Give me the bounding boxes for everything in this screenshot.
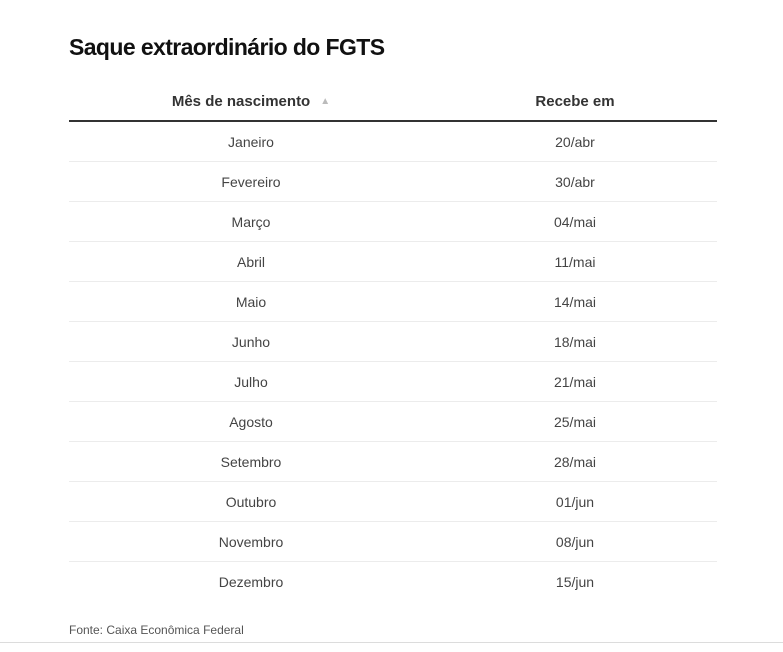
- data-table: Mês de nascimento ▲ Recebe em Janeiro 20/…: [69, 82, 717, 601]
- cell-birth-month: Dezembro: [218, 573, 284, 590]
- sort-ascending-icon: ▲: [320, 95, 331, 107]
- cell-receive-date: 18/mai: [553, 333, 597, 350]
- page-title: Saque extraordinário do FGTS: [69, 34, 385, 60]
- cell-birth-month: Janeiro: [228, 133, 274, 150]
- column-header-receive-date[interactable]: Recebe em: [433, 93, 717, 110]
- table-row: Janeiro 20/abr: [69, 122, 717, 162]
- column-header-label: Recebe em: [535, 92, 615, 110]
- cell-birth-month: Junho: [231, 333, 271, 350]
- cell-receive-date: 25/mai: [553, 413, 597, 430]
- divider: [0, 642, 783, 643]
- cell-birth-month: Setembro: [220, 453, 282, 470]
- cell-receive-date: 01/jun: [555, 493, 595, 510]
- cell-receive-date: 21/mai: [553, 373, 597, 390]
- table-row: Dezembro 15/jun: [69, 562, 717, 601]
- table-row: Outubro 01/jun: [69, 482, 717, 522]
- table-header: Mês de nascimento ▲ Recebe em: [69, 82, 717, 122]
- cell-receive-date: 30/abr: [555, 173, 595, 190]
- table-row: Fevereiro 30/abr: [69, 162, 717, 202]
- cell-receive-date: 04/mai: [553, 213, 597, 230]
- table-row: Junho 18/mai: [69, 322, 717, 362]
- column-header-label: Mês de nascimento: [171, 92, 311, 110]
- table-row: Março 04/mai: [69, 202, 717, 242]
- cell-receive-date: 28/mai: [553, 453, 597, 470]
- cell-birth-month: Abril: [236, 253, 265, 270]
- cell-birth-month: Agosto: [229, 413, 273, 430]
- cell-receive-date: 08/jun: [555, 533, 595, 550]
- table-row: Agosto 25/mai: [69, 402, 717, 442]
- cell-receive-date: 14/mai: [553, 293, 597, 310]
- cell-birth-month: Julho: [234, 373, 268, 390]
- cell-birth-month: Fevereiro: [221, 173, 281, 190]
- table-row: Abril 11/mai: [69, 242, 717, 282]
- table-row: Maio 14/mai: [69, 282, 717, 322]
- table-row: Novembro 08/jun: [69, 522, 717, 562]
- cell-receive-date: 11/mai: [554, 253, 596, 270]
- table-row: Setembro 28/mai: [69, 442, 717, 482]
- table-body: Janeiro 20/abr Fevereiro 30/abr Março 04/mai A…: [69, 122, 717, 601]
- cell-birth-month: Outubro: [225, 493, 277, 510]
- column-header-birth-month[interactable]: Mês de nascimento ▲: [69, 93, 433, 110]
- table-row: Julho 21/mai: [69, 362, 717, 402]
- cell-birth-month: Maio: [235, 293, 267, 310]
- cell-receive-date: 20/abr: [555, 133, 595, 150]
- cell-birth-month: Novembro: [218, 533, 284, 550]
- source-note: Fonte: Caixa Econômica Federal: [69, 623, 244, 637]
- cell-birth-month: Março: [231, 213, 271, 230]
- cell-receive-date: 15/jun: [555, 573, 595, 590]
